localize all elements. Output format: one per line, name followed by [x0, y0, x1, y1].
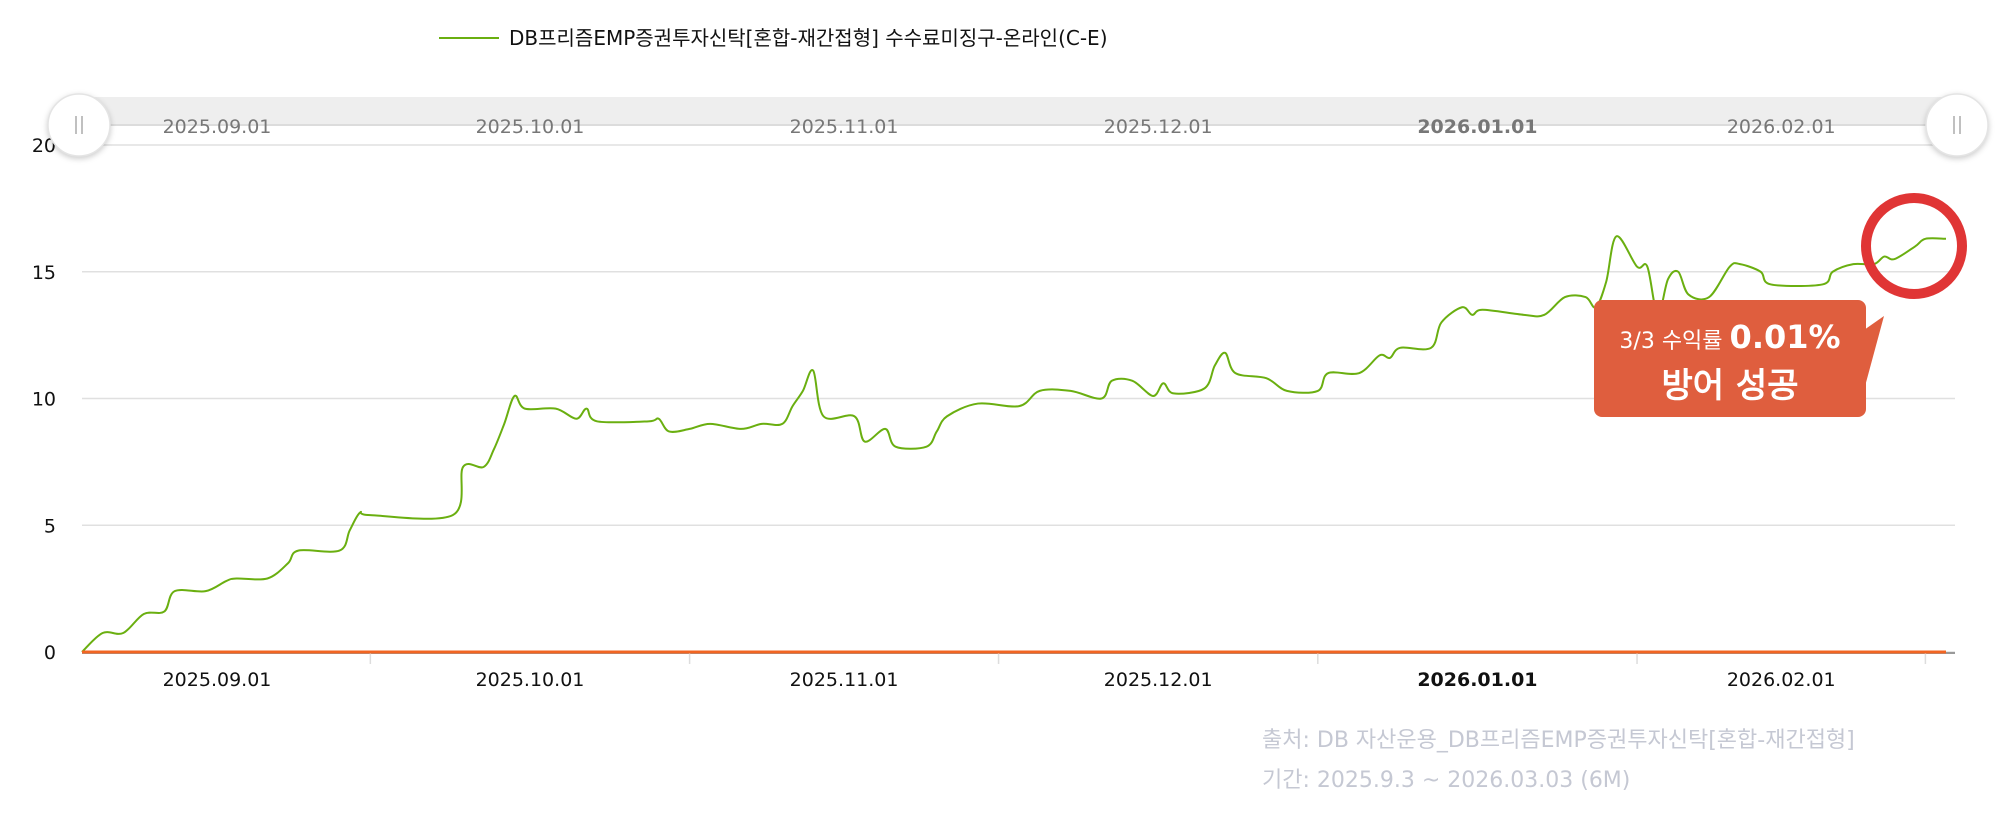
- annotation-prefix: 3/3 수익률: [1619, 329, 1723, 354]
- legend[interactable]: DB프리즘EMP증권투자신탁[혼합-재간접형] 수수료미징구-온라인(C-E): [439, 26, 1108, 50]
- x-axis: 2025.09.01 2025.10.01 2025.11.01 2025.12.01…: [82, 652, 1955, 691]
- annotation-message: 방어 성공: [1661, 366, 1799, 406]
- period-note: 기간: 2025.9.3 ~ 2026.03.03 (6M): [1262, 768, 1631, 793]
- navigator-label: 2026.01.01: [1417, 116, 1537, 138]
- range-navigator[interactable]: 2025.09.01 2025.10.01 2025.11.01 2025.12.01…: [79, 97, 1957, 138]
- handle-circle[interactable]: [47, 93, 111, 157]
- navigator-handle-right[interactable]: [1925, 93, 1989, 157]
- x-tick-label: 2026.02.01: [1727, 669, 1836, 691]
- navigator-label: 2025.10.01: [476, 116, 585, 138]
- handle-circle[interactable]: [1925, 93, 1989, 157]
- navigator-label: 2026.02.01: [1727, 116, 1836, 138]
- callout-pointer: [1864, 316, 1884, 390]
- legend-label: DB프리즘EMP증권투자신탁[혼합-재간접형] 수수료미징구-온라인(C-E): [509, 26, 1108, 50]
- y-tick-label: 10: [32, 389, 56, 411]
- y-tick-label: 20: [32, 135, 56, 157]
- x-tick-label: 2026.01.01: [1417, 669, 1537, 691]
- annotation-value: 0.01%: [1729, 318, 1841, 356]
- navigator-track[interactable]: [79, 97, 1957, 125]
- y-tick-label: 0: [44, 642, 56, 664]
- navigator-handle-left[interactable]: [47, 93, 111, 157]
- x-tick-label: 2025.10.01: [476, 669, 585, 691]
- source-note: 출처: DB 자산운용_DB프리즘EMP증권투자신탁[혼합-재간접형]: [1262, 728, 1855, 753]
- y-tick-label: 15: [32, 262, 56, 284]
- x-tick-label: 2025.12.01: [1104, 669, 1213, 691]
- series-line-fund: [81, 235, 1947, 653]
- highlight-circle: [1861, 193, 1967, 299]
- navigator-label: 2025.09.01: [163, 116, 272, 138]
- x-tick-label: 2025.09.01: [163, 669, 272, 691]
- annotation-callout: 3/3 수익률 0.01% 방어 성공: [1594, 300, 1866, 417]
- navigator-label: 2025.12.01: [1104, 116, 1213, 138]
- y-tick-label: 5: [44, 515, 56, 537]
- x-tick-label: 2025.11.01: [790, 669, 899, 691]
- y-axis: 0 5 10 15 20: [32, 135, 56, 664]
- navigator-label: 2025.11.01: [790, 116, 899, 138]
